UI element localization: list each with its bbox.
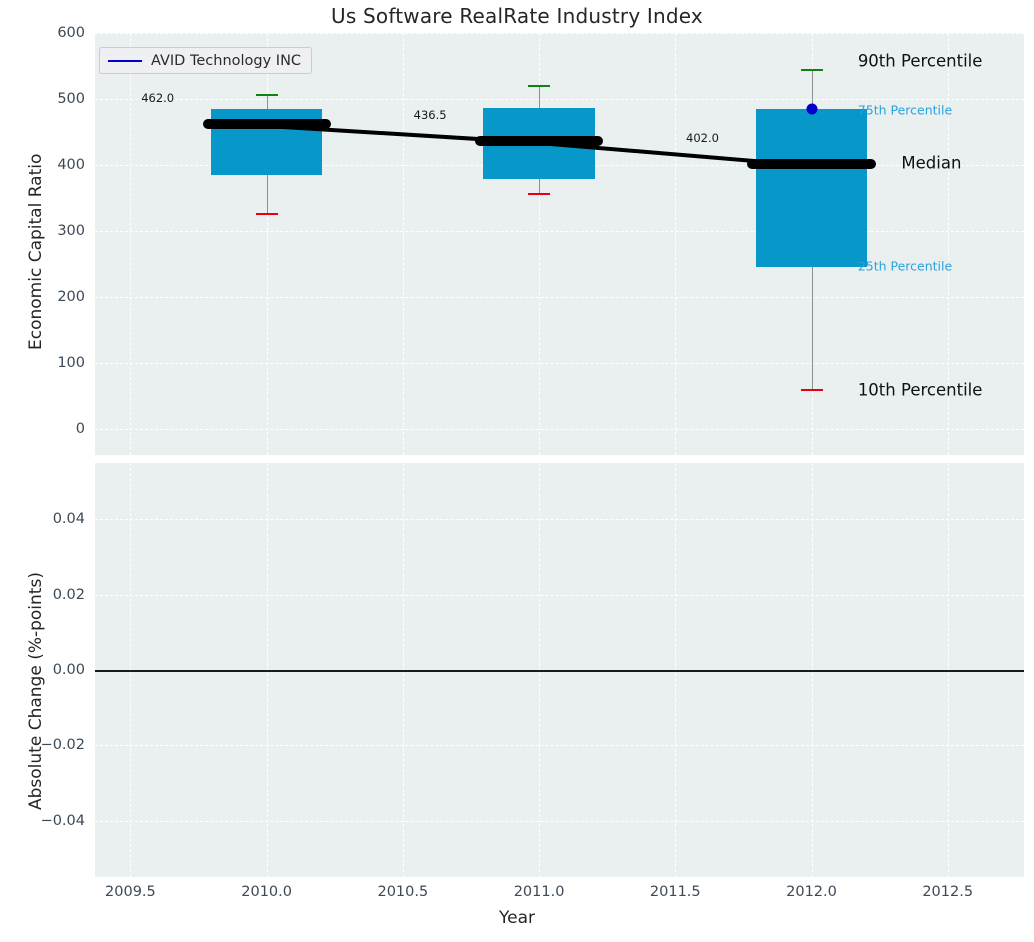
x-tick-label: 2010.5 <box>377 884 428 900</box>
x-axis-label: Year <box>0 908 1034 928</box>
median-bar <box>747 159 875 169</box>
figure: Us Software RealRate Industry Index 462.… <box>0 0 1034 942</box>
y-tick-label: 0.04 <box>53 511 85 527</box>
y-tick-label: 0 <box>76 421 85 437</box>
median-value-label: 402.0 <box>686 131 719 145</box>
median-bar <box>475 136 603 146</box>
chart-title: Us Software RealRate Industry Index <box>0 4 1034 28</box>
y-tick-label: 0.00 <box>53 662 85 678</box>
x-tick-label: 2012.5 <box>922 884 973 900</box>
plot-area-economic-capital-ratio: 462.0 436.5 402.0 90th Percentile 75th Perce… <box>95 33 1024 455</box>
annotation-10th-percentile: 10th Percentile <box>858 381 983 400</box>
p10-cap <box>801 389 823 391</box>
y-tick-label: 600 <box>57 25 85 41</box>
p10-cap <box>528 193 550 195</box>
x-tick-label: 2009.5 <box>105 884 156 900</box>
y-tick-label: 400 <box>57 157 85 173</box>
gridline-horizontal <box>95 821 1024 822</box>
median-value-label: 436.5 <box>414 108 447 122</box>
gridline-horizontal <box>95 429 1024 430</box>
gridline-horizontal <box>95 595 1024 596</box>
zero-reference-line <box>95 670 1024 672</box>
gridline-horizontal <box>95 363 1024 364</box>
y-tick-label: 200 <box>57 289 85 305</box>
gridline-horizontal <box>95 519 1024 520</box>
series-point-avid-technology-inc <box>806 103 817 114</box>
y-tick-label: 100 <box>57 355 85 371</box>
annotation-75th-percentile: 75th Percentile <box>858 103 952 118</box>
x-tick-label: 2011.0 <box>514 884 565 900</box>
y-axis-label-bottom: Absolute Change (%-points) <box>26 572 46 810</box>
annotation-median: Median <box>901 153 961 172</box>
y-tick-label: 0.02 <box>53 587 85 603</box>
y-tick-label: 500 <box>57 91 85 107</box>
x-tick-label: 2010.0 <box>241 884 292 900</box>
y-tick-label: −0.02 <box>41 737 85 753</box>
legend-label: AVID Technology INC <box>151 53 301 69</box>
median-value-label: 462.0 <box>141 91 174 105</box>
gridline-vertical <box>675 33 676 455</box>
y-tick-label: 300 <box>57 223 85 239</box>
p90-cap <box>256 94 278 96</box>
p90-cap <box>801 69 823 71</box>
gridline-vertical <box>130 33 131 455</box>
y-axis-label-top: Economic Capital Ratio <box>26 154 46 350</box>
y-tick-label: −0.04 <box>41 813 85 829</box>
legend-line-swatch <box>108 60 142 62</box>
p90-cap <box>528 85 550 87</box>
p10-cap <box>256 213 278 215</box>
gridline-horizontal <box>95 231 1024 232</box>
x-tick-label: 2012.0 <box>786 884 837 900</box>
box-bar <box>756 109 868 267</box>
median-bar <box>203 119 331 129</box>
gridline-horizontal <box>95 297 1024 298</box>
gridline-horizontal <box>95 745 1024 746</box>
x-tick-label: 2011.5 <box>650 884 701 900</box>
gridline-vertical <box>403 33 404 455</box>
gridline-horizontal <box>95 33 1024 34</box>
annotation-90th-percentile: 90th Percentile <box>858 52 983 71</box>
plot-area-absolute-change <box>95 463 1024 877</box>
gridline-horizontal <box>95 99 1024 100</box>
legend[interactable]: AVID Technology INC <box>99 47 312 74</box>
annotation-25th-percentile: 25th Percentile <box>858 259 952 274</box>
